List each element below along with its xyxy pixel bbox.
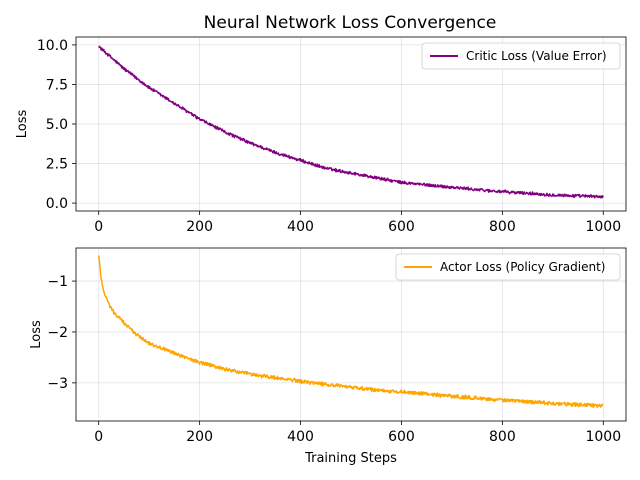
x-tick-label: 200 xyxy=(186,429,213,445)
critic-legend: Critic Loss (Value Error) xyxy=(421,42,621,70)
y-tick-label: 5.0 xyxy=(46,117,68,133)
actor-loss-panel: 0 200 400 600 800 1000 −1 −2 −3 Loss Training Step… xyxy=(29,247,627,466)
actor-loss-line xyxy=(97,255,604,408)
x-tick-label: 1000 xyxy=(585,429,621,445)
y-tick-label: −2 xyxy=(47,325,68,341)
x-tick-label: 800 xyxy=(489,219,516,235)
legend-frame xyxy=(421,42,621,70)
actor-legend: Actor Loss (Policy Gradient) xyxy=(395,253,621,281)
x-tick-label: 400 xyxy=(287,429,314,445)
x-tick-label: 200 xyxy=(186,219,213,235)
critic-loss-panel: 0 200 400 600 800 1000 0.0 2.5 5.0 7.5 10.0 Loss Cri… xyxy=(15,36,627,235)
x-tick-label: 1000 xyxy=(585,219,621,235)
x-tick-label: 600 xyxy=(388,219,415,235)
legend-label: Actor Loss (Policy Gradient) xyxy=(440,260,605,274)
x-tick-label: 800 xyxy=(489,429,516,445)
critic-y-axis-label: Loss xyxy=(15,110,30,139)
actor-y-axis-label: Loss xyxy=(29,320,44,349)
y-tick-label: −3 xyxy=(47,376,68,392)
actor-axes-frame xyxy=(75,247,627,422)
x-tick-label: 600 xyxy=(388,429,415,445)
x-tick-label: 0 xyxy=(94,219,103,235)
legend-frame xyxy=(395,253,621,281)
y-tick-label: 0.0 xyxy=(46,196,68,212)
chart-title: Neural Network Loss Convergence xyxy=(204,13,497,33)
legend-label: Critic Loss (Value Error) xyxy=(466,49,607,63)
actor-x-axis-label: Training Steps xyxy=(304,451,397,466)
y-tick-label: 7.5 xyxy=(46,77,68,93)
critic-loss-line xyxy=(98,45,604,199)
x-tick-label: 0 xyxy=(94,429,103,445)
y-tick-label: −1 xyxy=(47,274,68,290)
x-tick-label: 400 xyxy=(287,219,314,235)
y-tick-label: 2.5 xyxy=(46,157,68,173)
y-tick-label: 10.0 xyxy=(37,38,68,54)
